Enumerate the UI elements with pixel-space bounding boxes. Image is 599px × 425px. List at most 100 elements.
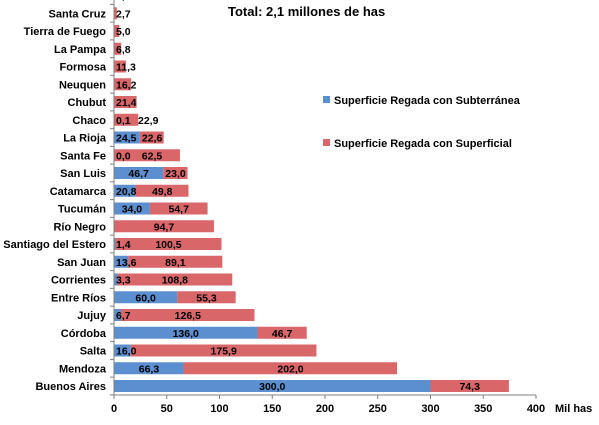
x-tick-label: 0 — [111, 403, 117, 415]
category-label: Chaco — [72, 115, 106, 127]
data-label-subterranea: 34,0 — [122, 204, 143, 216]
legend-swatch-subterranea — [323, 96, 330, 103]
bar-superficial — [128, 255, 223, 268]
data-label-superficial: 175,9 — [211, 346, 237, 358]
category-label: Buenos Aires — [35, 381, 106, 393]
bar-superficial — [130, 344, 317, 357]
bar-subterranea — [114, 380, 431, 392]
bar-superficial — [149, 202, 208, 215]
bar-superficial — [115, 238, 222, 250]
bar-superficial — [114, 96, 137, 108]
bar-subterranea — [114, 362, 184, 375]
data-label-superficial: 100,5 — [155, 239, 181, 251]
bar-superficial — [114, 42, 122, 55]
bar-superficial — [183, 362, 398, 375]
bar-subterranea — [114, 309, 122, 321]
data-label-superficial: 55,3 — [196, 292, 217, 304]
category-label: La Pampa — [54, 44, 107, 56]
data-label-superficial: 62,5 — [142, 150, 163, 162]
bar-superficial — [114, 7, 117, 20]
category-label: Santiago del Estero — [3, 239, 106, 251]
category-label: Entre Ríos — [51, 292, 106, 304]
category-label: Río Negro — [53, 221, 106, 233]
bar-superficial — [135, 184, 189, 197]
data-labels-layer: 300,0 74,3 66,3 202,0 16,0 175,9 136,0 46,7 6,7 1… — [116, 0, 480, 393]
data-label-subterranea: 66,3 — [139, 363, 160, 375]
data-label-superficial: 126,5 — [175, 310, 201, 322]
data-label-superficial: 46,7 — [272, 328, 293, 340]
category-label: Chubut — [68, 97, 107, 109]
category-label: Corrientes — [51, 275, 106, 287]
bar-superficial — [163, 167, 188, 179]
data-label-subterranea: 1,4 — [116, 239, 131, 251]
bar-subterranea — [114, 255, 129, 268]
data-label-subterranea: 136,0 — [173, 328, 199, 340]
bar-subterranea — [114, 184, 136, 197]
bar-superficial — [114, 220, 214, 233]
x-axis-unit-label: Mil has — [555, 403, 592, 415]
bar-subterranea — [114, 167, 164, 179]
bar-superficial — [117, 273, 233, 286]
x-tick-label: 350 — [474, 403, 492, 415]
category-label: San Juan — [57, 257, 106, 269]
bar-superficial — [114, 60, 126, 73]
data-label-superficial: 108,8 — [162, 275, 188, 287]
data-label-superficial: 22,9 — [138, 115, 159, 127]
category-label: Jujuy — [77, 310, 107, 322]
category-label: Misiones — [59, 0, 106, 3]
bar-superficial — [430, 380, 509, 392]
data-label-superficial: 94,7 — [154, 221, 175, 233]
category-label: Formosa — [60, 62, 107, 74]
category-label: Tucumán — [58, 204, 106, 216]
bar-superficial — [114, 113, 139, 126]
data-label-subterranea: 6,7 — [116, 310, 131, 322]
data-label-subterranea: 300,0 — [259, 381, 285, 393]
bar-superficial — [114, 78, 132, 91]
legend: Superficie Regada con Subterránea Superf… — [323, 95, 521, 150]
data-label-subterranea: 0,0 — [116, 150, 131, 162]
bar-subterranea — [114, 238, 116, 250]
data-label-superficial: 22,6 — [142, 133, 163, 145]
bar-subterranea — [114, 273, 118, 286]
data-label-superficial: 49,8 — [152, 186, 173, 198]
bar-subterranea — [114, 344, 131, 357]
data-label-subterranea: 0,1 — [116, 115, 131, 127]
category-label: Tierra de Fuego — [24, 26, 107, 38]
bar-superficial — [257, 326, 307, 339]
data-label-superficial: 2,7 — [116, 8, 131, 20]
data-label-subterranea: 16,0 — [116, 346, 137, 358]
bar-subterranea — [114, 326, 258, 339]
data-label-subterranea: 20,8 — [116, 186, 137, 198]
x-tick-label: 250 — [369, 403, 387, 415]
category-label: Córdoba — [61, 328, 107, 340]
data-label-superficial: 11,3 — [116, 62, 136, 74]
data-label-subterranea: 13,6 — [116, 257, 137, 269]
bar-subterranea — [114, 291, 178, 304]
data-label-superficial: 16,2 — [116, 79, 137, 91]
data-label-subterranea: 24,5 — [116, 133, 137, 145]
x-tick-label: 50 — [161, 403, 173, 415]
category-label: Salta — [80, 346, 107, 358]
data-label-superficial: 6,8 — [116, 44, 131, 56]
data-label-superficial: 202,0 — [277, 363, 303, 375]
data-label-superficial: 23,0 — [165, 168, 186, 180]
bar-superficial — [114, 149, 180, 162]
data-label-superficial: 5,0 — [116, 26, 131, 38]
bar-superficial — [114, 25, 120, 37]
bar-superficial — [121, 309, 255, 321]
data-label-subterranea: 46,7 — [128, 168, 149, 180]
category-label: Neuquen — [59, 79, 106, 91]
bar-subterranea — [114, 131, 140, 144]
bar-superficial — [139, 131, 164, 144]
x-tick-label: 150 — [263, 403, 281, 415]
legend-label-subterranea: Superficie Regada con Subterránea — [334, 95, 521, 107]
data-label-subterranea: 3,3 — [116, 275, 131, 287]
axes: 0 50 100 150 200 250 300 350 400 Buenos Aires Mend… — [3, 0, 545, 415]
data-label-superficial: 21,4 — [116, 97, 137, 109]
category-label: La Rioja — [63, 133, 107, 145]
data-label-superficial: 89,1 — [165, 257, 186, 269]
data-label-subterranea: 60,0 — [135, 292, 156, 304]
x-tick-label: 100 — [210, 403, 228, 415]
chart-title: Total: 2,1 millones de has — [228, 4, 385, 19]
